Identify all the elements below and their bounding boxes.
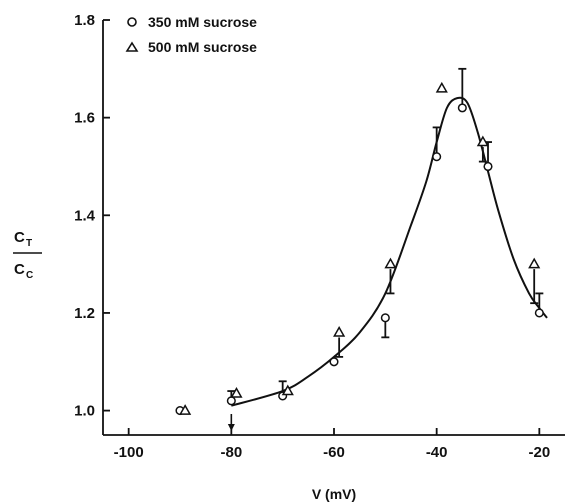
y-label-denominator-sub: C xyxy=(26,270,33,281)
data-point-350 xyxy=(483,161,493,172)
fit-curve-group xyxy=(231,96,548,407)
data-point-350 xyxy=(534,308,544,318)
legend: 350 mM sucrose 500 mM sucrose xyxy=(125,14,257,55)
fit-curve xyxy=(231,96,548,407)
legend-label-500: 500 mM sucrose xyxy=(148,39,257,55)
x-tick-label: -20 xyxy=(528,444,550,461)
y-tick-label: 1.6 xyxy=(74,110,95,127)
x-tick-label: -40 xyxy=(426,444,448,461)
y-tick-label: 1.0 xyxy=(74,403,95,420)
data-point-500 xyxy=(230,386,243,398)
data-point-500 xyxy=(384,257,397,269)
data-points xyxy=(175,81,544,416)
error-bars xyxy=(227,67,544,397)
data-point-350 xyxy=(457,103,467,113)
data-point-500 xyxy=(333,325,346,337)
y-tick-label: 1.2 xyxy=(74,305,95,322)
y-label-denominator: C xyxy=(14,261,25,278)
data-point-500 xyxy=(281,384,294,396)
arrow-annotation-head xyxy=(227,424,235,431)
y-axis-label: C T C C xyxy=(13,229,42,281)
data-point-350 xyxy=(329,357,339,367)
axes: 1.0 1.2 1.4 1.6 1.8 -100 -80 -60 -40 -20 xyxy=(74,12,565,461)
data-point-350 xyxy=(226,396,236,406)
y-label-numerator: C xyxy=(14,229,25,246)
x-axis-label: V (mV) xyxy=(312,486,356,502)
y-tick-label: 1.8 xyxy=(74,12,95,29)
legend-circle-marker xyxy=(127,17,137,27)
x-tick-label: -100 xyxy=(114,444,144,461)
legend-label-350: 350 mM sucrose xyxy=(148,14,257,30)
data-point-350 xyxy=(432,152,442,162)
data-point-500 xyxy=(435,81,448,93)
data-point-500 xyxy=(476,135,489,147)
data-point-350 xyxy=(380,313,390,323)
x-tick-label: -60 xyxy=(323,444,345,461)
x-tick-label: -80 xyxy=(220,444,242,461)
y-label-numerator-sub: T xyxy=(26,238,32,249)
data-point-500 xyxy=(528,257,541,269)
legend-triangle-marker xyxy=(125,41,139,52)
data-point-500 xyxy=(179,404,192,415)
y-tick-label: 1.4 xyxy=(74,207,96,224)
